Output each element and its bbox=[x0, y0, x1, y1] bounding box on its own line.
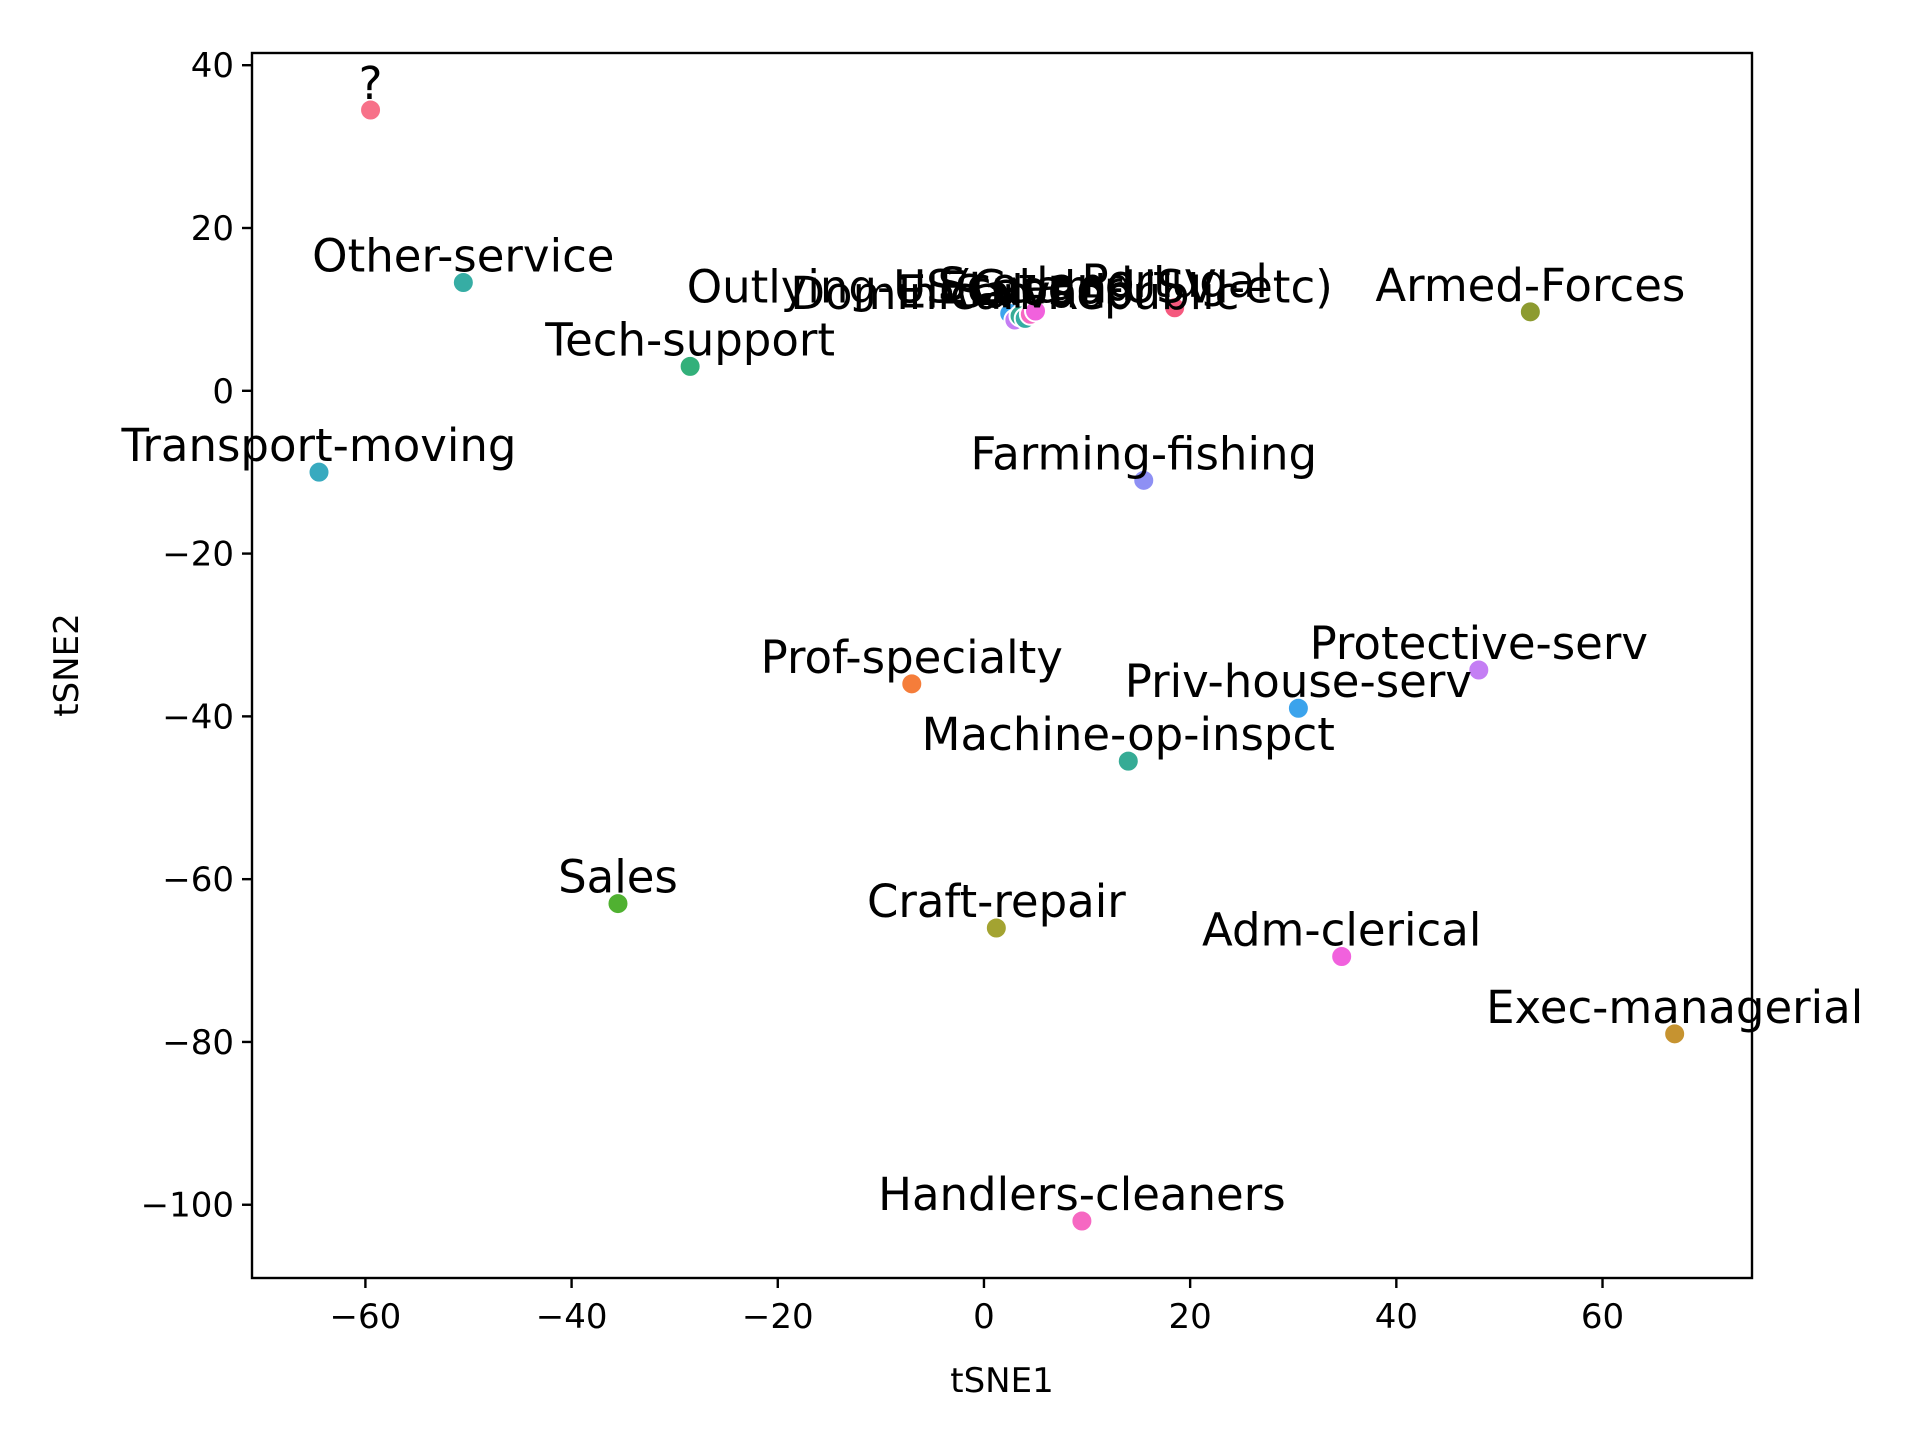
point-label: Armed-Forces bbox=[1375, 259, 1685, 312]
point-label: Transport-moving bbox=[121, 419, 517, 472]
point-label: Dominican-Republic bbox=[790, 267, 1239, 320]
point-label: Protective-serv bbox=[1310, 617, 1648, 670]
point-label: Other-service bbox=[312, 230, 614, 283]
y-tick-label: 20 bbox=[191, 209, 234, 249]
y-tick-label: 0 bbox=[212, 372, 234, 412]
point-label: Handlers-cleaners bbox=[878, 1168, 1286, 1221]
data-point bbox=[678, 354, 702, 378]
data-point bbox=[1330, 944, 1354, 968]
y-tick-label: −100 bbox=[141, 1186, 234, 1226]
data-point bbox=[307, 460, 331, 484]
data-point bbox=[900, 672, 924, 696]
data-point bbox=[451, 271, 475, 295]
point-label: Laos bbox=[968, 263, 1072, 316]
x-axis: −60 −40 −20 0 20 40 60 bbox=[330, 1278, 1624, 1337]
point-label: Adm-clerical bbox=[1202, 903, 1481, 956]
x-tick-label: 60 bbox=[1581, 1297, 1624, 1337]
point-label: Priv-house-serv bbox=[1125, 655, 1472, 708]
x-tick-label: −60 bbox=[330, 1297, 402, 1337]
x-axis-label: tSNE1 bbox=[950, 1361, 1053, 1401]
data-point bbox=[359, 98, 383, 122]
y-tick-label: −40 bbox=[162, 697, 234, 737]
plot-frame bbox=[250, 51, 1754, 1280]
x-tick-label: −40 bbox=[536, 1297, 608, 1337]
point-label: Farming-fishing bbox=[970, 427, 1317, 480]
y-tick-label: −80 bbox=[162, 1023, 234, 1063]
data-point bbox=[1132, 468, 1156, 492]
x-tick-label: 0 bbox=[973, 1297, 995, 1337]
y-axis-label: tSNE2 bbox=[47, 613, 87, 716]
data-point bbox=[1518, 300, 1542, 324]
data-points bbox=[307, 98, 1687, 1233]
point-label: Outlying-US(Guam-USVI-etc) bbox=[687, 260, 1333, 313]
y-axis: 40 20 0 −20 −40 −60 −80 −100 bbox=[141, 46, 252, 1226]
point-label: Prof-specialty bbox=[761, 631, 1063, 684]
point-label: Machine-op-inspct bbox=[922, 708, 1335, 761]
point-label: Craft-repair bbox=[867, 875, 1126, 928]
point-label: El-Salvador bbox=[898, 265, 1153, 318]
data-point bbox=[984, 916, 1008, 940]
point-label: Portugal bbox=[1081, 255, 1267, 308]
point-labels: ? Other-service Tech-support Transport-movi… bbox=[121, 57, 1864, 1221]
data-point bbox=[1663, 1022, 1687, 1046]
y-tick-label: −60 bbox=[162, 860, 234, 900]
data-point bbox=[1116, 749, 1140, 773]
point-label: Scotland bbox=[938, 258, 1134, 311]
data-point bbox=[606, 892, 630, 916]
point-label: ? bbox=[359, 57, 383, 110]
point-label: Tech-support bbox=[544, 313, 835, 366]
y-tick-label: −20 bbox=[162, 535, 234, 575]
y-tick-label: 40 bbox=[191, 46, 234, 86]
x-tick-label: 20 bbox=[1169, 1297, 1212, 1337]
data-point bbox=[1467, 658, 1491, 682]
data-point bbox=[1024, 299, 1048, 323]
point-label: Sales bbox=[558, 851, 678, 904]
point-label: Ecuador bbox=[938, 261, 1122, 314]
x-tick-label: −20 bbox=[742, 1297, 814, 1337]
point-label: Exec-managerial bbox=[1486, 981, 1863, 1034]
data-point bbox=[1163, 296, 1187, 320]
data-point bbox=[1286, 696, 1310, 720]
x-tick-label: 40 bbox=[1375, 1297, 1418, 1337]
data-point bbox=[1070, 1209, 1094, 1233]
